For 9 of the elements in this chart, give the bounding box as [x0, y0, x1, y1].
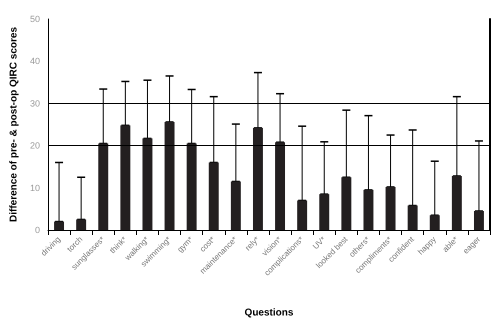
y-tick-label: 40 — [30, 56, 40, 66]
y-tick-label: 50 — [30, 14, 40, 24]
x-axis-title: Questions — [244, 308, 294, 318]
y-tick-label: 0 — [34, 225, 40, 235]
y-tick-label: 30 — [30, 98, 40, 108]
y-axis-title: Difference of pre- & post-op QIRC scores — [8, 26, 20, 222]
y-tick-label: 10 — [30, 182, 40, 193]
x-tick-label: UV* — [311, 234, 328, 252]
y-tick-label: 20 — [30, 140, 40, 151]
